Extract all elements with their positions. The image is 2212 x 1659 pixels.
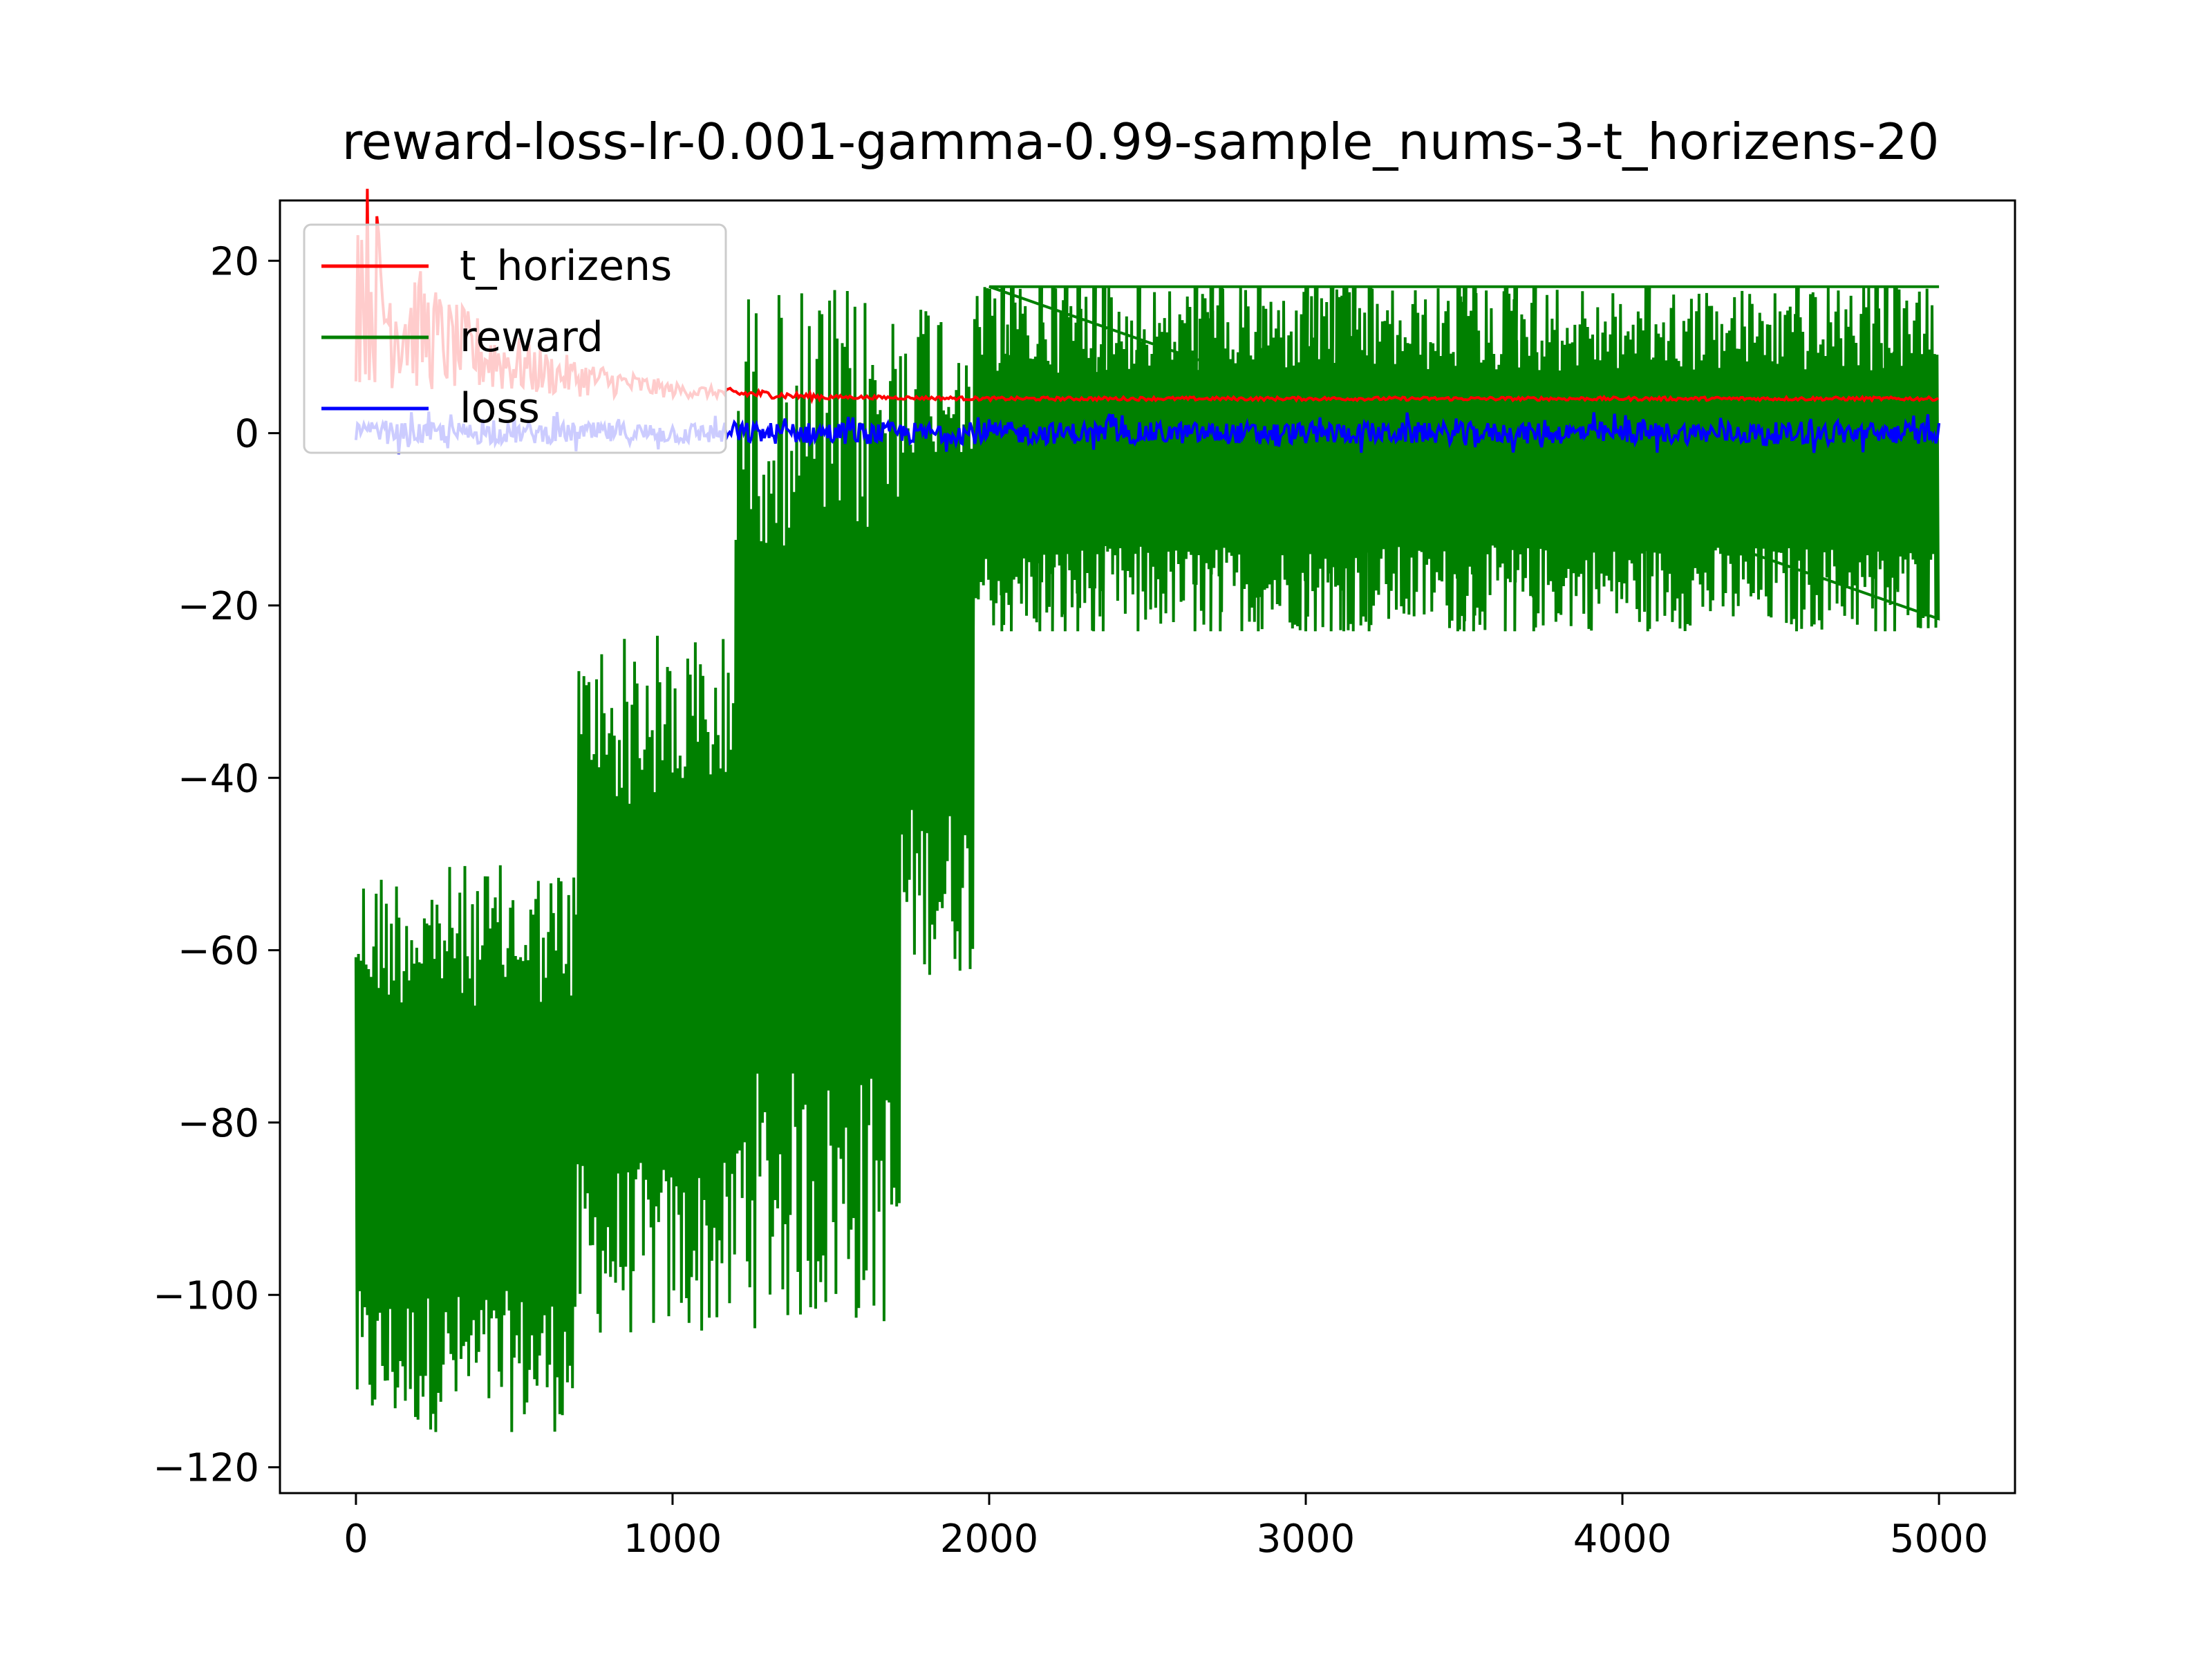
x-tick-label: 3000 (1257, 1517, 1356, 1562)
y-tick-label: −60 (178, 929, 259, 974)
x-tick-label: 2000 (940, 1517, 1039, 1562)
chart-title: reward-loss-lr-0.001-gamma-0.99-sample_n… (342, 113, 1940, 171)
x-tick-label: 4000 (1573, 1517, 1672, 1562)
legend-box (303, 223, 727, 454)
y-tick-label: 0 (234, 412, 259, 457)
reward-series-line (354, 285, 1940, 1432)
y-tick-label: −120 (153, 1446, 259, 1491)
y-tick-label: −80 (178, 1101, 259, 1146)
y-tick-label: 20 (210, 239, 259, 284)
x-tick-label: 0 (344, 1517, 368, 1562)
x-tick-label: 5000 (1890, 1517, 1989, 1562)
y-tick-label: −100 (153, 1273, 259, 1318)
y-tick-label: −40 (178, 756, 259, 801)
y-axis: 20 0 −20 −40 −60 −80 −100 −120 (153, 239, 280, 1491)
legend-label-loss: loss (460, 384, 540, 433)
x-tick-label: 1000 (624, 1517, 722, 1562)
legend-label-reward: reward (460, 313, 603, 362)
y-tick-label: −20 (178, 584, 259, 629)
x-axis: 0 1000 2000 3000 4000 5000 (344, 1493, 1988, 1562)
legend-label-t_horizens: t_horizens (460, 242, 672, 290)
